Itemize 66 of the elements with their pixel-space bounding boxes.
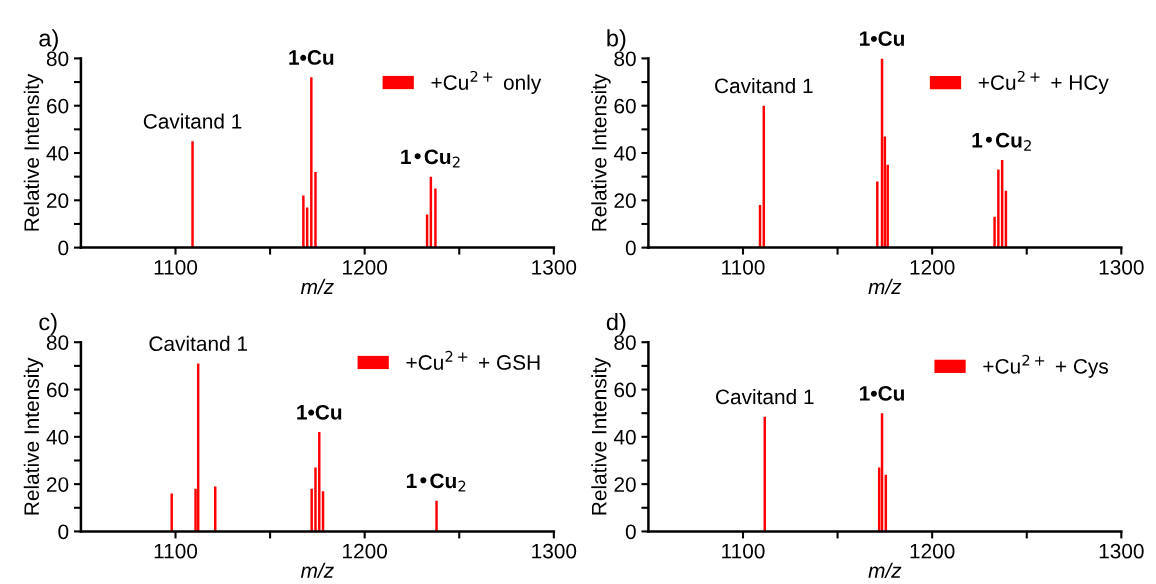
x-tick-label: 1200 [343,543,388,559]
x-tick-label: 1100 [154,259,198,275]
bar [310,77,313,248]
y-tick-label: 80 [46,51,69,67]
chart-title: d) [606,313,626,335]
annotation: Cavitand 1 [715,77,813,94]
y-tick-label: 80 [614,51,636,67]
y-tick-label: 40 [613,146,636,161]
x-axis-title: m/z [300,562,334,578]
y-tick-label: 20 [614,193,636,209]
x-axis-title: m/z [300,278,334,295]
x-tick-label: 1300 [1099,543,1144,559]
bar [170,493,173,532]
x-tick-label: 1300 [532,543,577,559]
bar [191,141,194,248]
bar [876,181,879,248]
annotation: 1•Cu [289,50,334,65]
bar [434,188,437,248]
y-tick-label: 80 [46,335,69,350]
bar [435,500,438,532]
y-tick-label: 40 [46,146,69,161]
y-tick-label: 20 [46,477,69,492]
y-tick-label: 60 [614,98,636,114]
x-tick-label: 1300 [532,259,577,275]
y-axis-title: Relative Intensity [23,73,44,231]
chart-title: c) [39,313,57,335]
legend-label: +Cu$^{2+}$ + Cys [983,354,1108,378]
y-axis-title: Relative Intensity [23,357,44,515]
x-axis-title: m/z [868,562,902,578]
y-tick-label: 60 [614,382,636,398]
x-tick-label: 1100 [722,543,765,559]
y-tick-label: 80 [614,335,636,350]
chart-title: b) [607,29,626,52]
y-tick-label: 40 [46,429,69,445]
legend-label: +Cu$^{2+}$ only [431,70,542,95]
y-tick-label: 20 [614,477,636,492]
y-tick-label: 0 [58,240,69,256]
annotation: 1•Cu$_{2}$ [972,132,1031,151]
annotation: 1•Cu [860,31,904,46]
chart-title: a) [39,29,58,52]
annotation: Cavitand 1 [143,113,242,129]
annotation: Cavitand 1 [149,335,247,352]
y-tick-label: 0 [625,240,636,256]
x-tick-label: 1200 [910,259,955,275]
y-tick-label: 40 [613,429,636,445]
y-tick-label: 0 [58,524,69,540]
x-axis-title: m/z [868,278,902,295]
legend-label: +Cu$^{2+}$ + HCy [978,70,1109,95]
x-tick-label: 1200 [343,259,388,275]
y-axis-title: Relative Intensity [591,73,611,231]
x-tick-label: 1100 [154,543,198,559]
y-axis-title: Relative Intensity [591,357,611,515]
x-tick-label: 1100 [722,259,765,275]
bar [302,195,305,248]
legend-label: +Cu$^{2+}$ + GSH [406,350,540,370]
x-tick-label: 1200 [910,543,955,559]
annotation: Cavitand 1 [716,388,814,405]
annotation: 1•Cu$_{2}$ [401,149,460,168]
annotation: 1•Cu$_{2}$ [406,473,466,492]
y-tick-label: 60 [47,98,69,114]
y-tick-label: 0 [625,524,636,540]
y-tick-label: 60 [47,382,69,398]
annotation: 1•Cu [860,385,904,401]
y-tick-label: 20 [46,193,69,209]
annotation: 1•Cu [297,404,342,420]
x-tick-label: 1300 [1099,259,1144,275]
